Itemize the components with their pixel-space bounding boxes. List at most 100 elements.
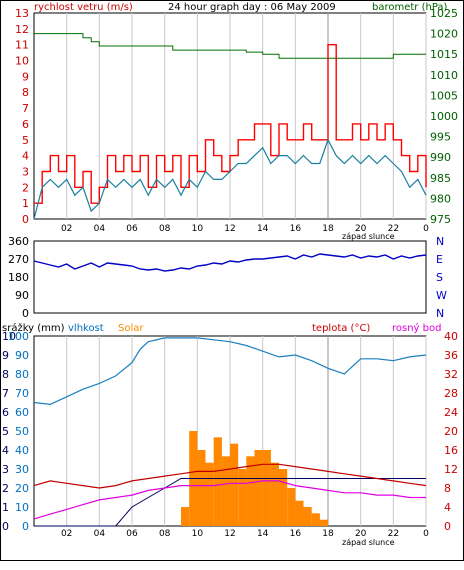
solar-bar: [246, 456, 255, 526]
wind-panel-x-axis: 02 04 06 08 10 12 14 16 18 20 22 0: [61, 224, 429, 234]
rain-tick-label: 1: [2, 501, 9, 514]
humidity-tick-label: 100: [8, 330, 29, 343]
solar-bar: [254, 450, 263, 526]
solar-bar: [213, 437, 222, 526]
temperature-tick-label: 8: [444, 482, 451, 495]
wind-speed-tick-label: 1: [22, 197, 29, 210]
chart-title: 24 hour graph day : 06 May 2009: [168, 2, 336, 13]
x-tick-label: 16: [290, 529, 302, 539]
wind-speed-tick-label: 10: [15, 55, 29, 68]
temperature-tick-label: 20: [444, 425, 458, 438]
rain-tick-label: 4: [2, 444, 9, 457]
rain-tick-label: 0: [2, 520, 9, 533]
temperature-tick-label: 36: [444, 349, 458, 362]
barometer-tick-label: 980: [430, 192, 451, 205]
direction-tick-label: 180: [8, 271, 29, 284]
compass-tick-label: N: [436, 307, 444, 320]
solar-bar: [287, 488, 296, 526]
temperature-tick-label: 28: [444, 387, 458, 400]
wind-speed-tick-label: 4: [22, 150, 29, 163]
humidity-tick-label: 90: [15, 349, 29, 362]
solar-bar: [181, 507, 190, 526]
sunset-label-top: západ slunce: [342, 232, 395, 241]
direction-panel: [33, 240, 427, 314]
wind-average-series: [33, 138, 427, 220]
x-tick-label: 0: [423, 529, 429, 539]
x-tick-label: 02: [61, 529, 72, 539]
compass-tick-label: N: [436, 235, 444, 248]
temperature-tick-label: 32: [444, 368, 458, 381]
rain-tick-label: 8: [2, 368, 9, 381]
humidity-tick-label: 60: [15, 406, 29, 419]
temperature-panel-grid: [66, 336, 427, 526]
dewpoint-label: rosný bod: [392, 322, 441, 334]
x-tick-label: 16: [290, 224, 302, 234]
barometer-tick-label: 995: [430, 131, 451, 144]
wind-direction-series: [33, 253, 427, 272]
x-tick-label: 02: [61, 224, 72, 234]
wind-speed-tick-label: 0: [22, 213, 29, 226]
barometer-tick-label: 1005: [430, 89, 458, 102]
rain-tick-label: 2: [2, 482, 9, 495]
solar-bar: [262, 450, 271, 526]
rain-tick-label: 3: [2, 463, 9, 476]
x-tick-label: 14: [257, 224, 269, 234]
temperature-tick-label: 16: [444, 444, 458, 457]
x-tick-label: 22: [388, 529, 399, 539]
direction-tick-label: 0: [22, 307, 29, 320]
barometer-tick-label: 975: [430, 213, 451, 226]
humidity-tick-label: 40: [15, 444, 29, 457]
x-tick-label: 20: [355, 529, 367, 539]
temperature-series: [33, 463, 427, 489]
temperature-panel-x-axis: 02 04 06 08 10 12 14 16 18 20 22 0: [61, 529, 429, 539]
x-tick-label: 0: [423, 224, 429, 234]
wind-speed-tick-label: 9: [22, 70, 29, 83]
compass-tick-label: S: [436, 271, 443, 284]
x-tick-label: 06: [126, 224, 138, 234]
humidity-tick-label: 30: [15, 463, 29, 476]
solar-bar: [319, 519, 328, 526]
x-tick-label: 12: [224, 224, 235, 234]
temperature-tick-label: 40: [444, 330, 458, 343]
solar-bar: [230, 443, 239, 526]
barometer-tick-label: 990: [430, 151, 451, 164]
barometer-tick-label: 1020: [430, 28, 458, 41]
x-tick-label: 22: [388, 224, 399, 234]
solar-bar: [279, 469, 288, 526]
x-tick-label: 10: [192, 224, 204, 234]
humidity-label: vlhkost: [68, 323, 104, 334]
solar-bar: [270, 462, 279, 526]
solar-bar: [221, 456, 230, 526]
wind-speed-tick-label: 7: [22, 102, 29, 115]
compass-tick-label: W: [436, 289, 447, 302]
humidity-tick-label: 80: [15, 368, 29, 381]
x-tick-label: 18: [322, 529, 334, 539]
x-tick-label: 20: [355, 224, 367, 234]
rain-label: srážky (mm): [2, 322, 65, 334]
x-tick-label: 14: [257, 529, 269, 539]
rain-tick-label: 6: [2, 406, 9, 419]
direction-degree-axis: 0 90 180 270 360: [8, 235, 29, 320]
direction-tick-label: 270: [8, 253, 29, 266]
humidity-tick-label: 10: [15, 501, 29, 514]
rain-tick-label: 7: [2, 387, 9, 400]
barometer-tick-label: 1000: [430, 110, 458, 123]
dewpoint-series: [33, 480, 426, 520]
solar-label: Solar: [118, 323, 144, 334]
compass-tick-label: E: [436, 253, 443, 266]
barometer-tick-label: 1015: [430, 48, 458, 61]
x-tick-label: 08: [159, 224, 171, 234]
temperature-tick-label: 24: [444, 406, 458, 419]
x-tick-label: 04: [94, 529, 106, 539]
wind-speed-tick-label: 8: [22, 86, 29, 99]
temperature-tick-label: 12: [444, 463, 458, 476]
wind-speed-tick-label: 3: [22, 165, 29, 178]
rain-tick-label: 9: [2, 349, 9, 362]
solar-bar: [295, 500, 304, 526]
barometer-tick-label: 985: [430, 172, 451, 185]
rain-tick-label: 10: [2, 330, 16, 343]
